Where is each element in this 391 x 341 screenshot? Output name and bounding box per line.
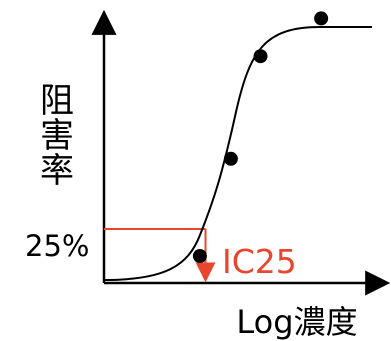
ic25-annotation: IC25 bbox=[222, 242, 297, 281]
y-axis-label: 阻 害 率 bbox=[40, 81, 74, 191]
data-point bbox=[223, 151, 238, 166]
data-point bbox=[253, 49, 268, 64]
x-axis-label: Log濃度 bbox=[236, 303, 357, 341]
data-point bbox=[314, 11, 329, 26]
inhibition-curve bbox=[103, 26, 372, 281]
data-point bbox=[192, 249, 207, 263]
reference-y-label: 25% bbox=[25, 229, 89, 263]
y-axis-label-char: 害 bbox=[40, 116, 74, 156]
y-axis-label-char: 率 bbox=[40, 151, 74, 191]
y-axis-label-char: 阻 bbox=[40, 81, 74, 121]
data-points bbox=[192, 11, 329, 263]
